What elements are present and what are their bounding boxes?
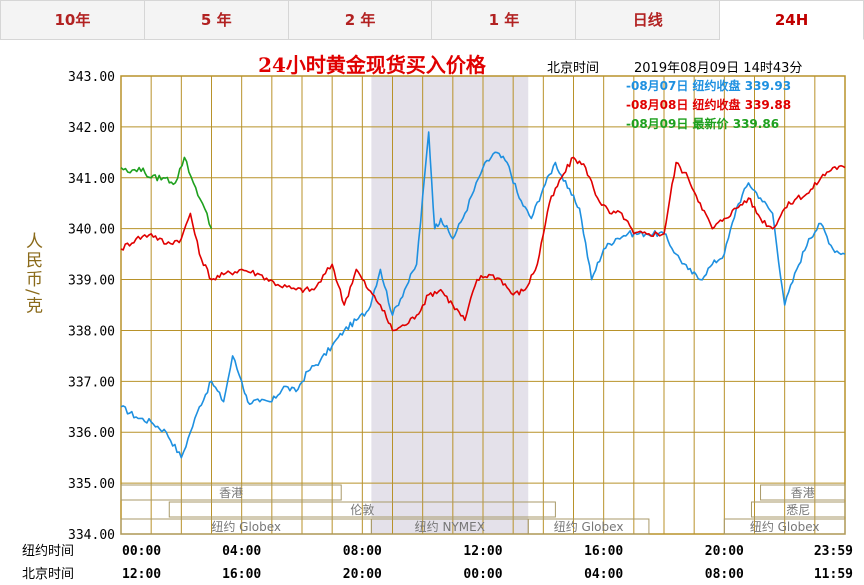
session-label: 纽约 Globex bbox=[750, 519, 820, 534]
tab-10-year[interactable]: 10年 bbox=[0, 0, 145, 40]
tab-2-year[interactable]: 2 年 bbox=[288, 0, 433, 40]
y-tick-label: 334.00 bbox=[68, 528, 115, 543]
x-tick-label-bj: 16:00 bbox=[222, 567, 261, 582]
series-line-08月09日 bbox=[120, 156, 213, 230]
x-tick-label-bj: 20:00 bbox=[343, 567, 382, 582]
x-tick-label-ny: 23:59 bbox=[814, 544, 853, 559]
range-tabs: 10年 5 年 2 年 1 年 日线 24H bbox=[0, 0, 864, 40]
x-row-label-bj: 北京时间 bbox=[22, 567, 74, 582]
session-label: 纽约 NYMEX bbox=[415, 519, 485, 534]
x-tick-label-bj: 11:59 bbox=[814, 567, 853, 582]
y-tick-label: 335.00 bbox=[68, 477, 115, 492]
nymex-shaded-band bbox=[371, 76, 529, 534]
session-bar bbox=[168, 501, 556, 518]
tab-5-year[interactable]: 5 年 bbox=[144, 0, 289, 40]
y-tick-label: 337.00 bbox=[68, 375, 115, 390]
y-axis-label: 人民币/克 bbox=[22, 232, 43, 316]
y-tick-label: 342.00 bbox=[68, 121, 115, 136]
tab-24h[interactable]: 24H bbox=[720, 0, 864, 40]
legend-entry-aug07: -08月07日 纽约收盘 339.93 bbox=[626, 78, 791, 93]
y-tick-label: 341.00 bbox=[68, 172, 115, 187]
session-bar bbox=[760, 484, 846, 501]
x-tick-label-ny: 20:00 bbox=[705, 544, 744, 559]
session-label: 香港 bbox=[791, 486, 815, 500]
x-tick-label-bj: 04:00 bbox=[584, 567, 623, 582]
x-tick-label-ny: 12:00 bbox=[463, 544, 502, 559]
x-row-label-ny: 纽约时间 bbox=[22, 544, 74, 559]
x-tick-label-ny: 00:00 bbox=[122, 544, 161, 559]
session-bar bbox=[527, 518, 650, 535]
session-bar bbox=[120, 484, 342, 501]
session-label: 伦敦 bbox=[350, 502, 374, 517]
beijing-time-label: 北京时间 bbox=[547, 61, 599, 76]
y-tick-label: 336.00 bbox=[68, 426, 115, 441]
x-tick-label-ny: 04:00 bbox=[222, 544, 261, 559]
y-tick-label: 343.00 bbox=[68, 70, 115, 85]
y-tick-label: 338.00 bbox=[68, 324, 115, 339]
tab-daily[interactable]: 日线 bbox=[576, 0, 721, 40]
session-label: 纽约 Globex bbox=[554, 519, 624, 534]
timestamp: 2019年08月09日 14时43分 bbox=[634, 61, 802, 76]
y-tick-label: 339.00 bbox=[68, 274, 115, 289]
session-label: 香港 bbox=[219, 486, 243, 500]
chart-title: 24小时黄金现货买入价格 bbox=[258, 53, 487, 77]
tab-1-year[interactable]: 1 年 bbox=[432, 0, 577, 40]
session-label: 纽约 Globex bbox=[211, 519, 281, 534]
x-tick-label-bj: 08:00 bbox=[705, 567, 744, 582]
session-label: 悉尼 bbox=[786, 503, 810, 517]
series-line-08月08日 bbox=[120, 156, 846, 332]
y-tick-label: 340.00 bbox=[68, 223, 115, 238]
x-tick-label-ny: 16:00 bbox=[584, 544, 623, 559]
x-tick-label-bj: 12:00 bbox=[122, 567, 161, 582]
x-tick-label-ny: 08:00 bbox=[343, 544, 382, 559]
session-bar bbox=[750, 501, 846, 518]
x-tick-label-bj: 00:00 bbox=[463, 567, 502, 582]
legend-entry-aug09: -08月09日 最新价 339.86 bbox=[626, 116, 779, 131]
legend-entry-aug08: -08月08日 纽约收盘 339.88 bbox=[626, 97, 791, 112]
session-bar bbox=[723, 518, 846, 535]
series-line-08月07日 bbox=[120, 131, 846, 459]
